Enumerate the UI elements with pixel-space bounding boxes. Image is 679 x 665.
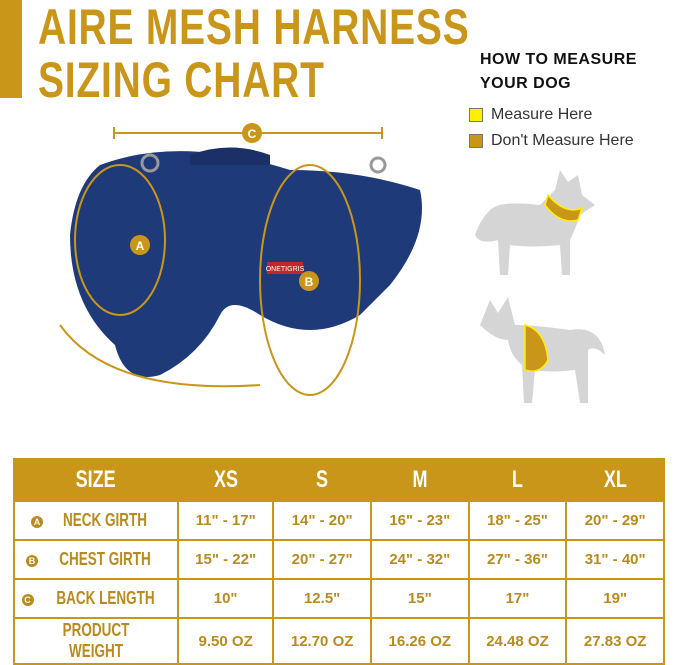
row-label: A NECK GIRTH — [13, 500, 179, 541]
cell: 12.5" — [272, 578, 372, 619]
page-title-line1: AIRE MESH HARNESS — [38, 0, 470, 55]
marker-b: B — [305, 275, 314, 289]
table-row-neck-girth: A NECK GIRTH 11" - 17" 14" - 20" 16" - 23" 1… — [13, 500, 665, 541]
cell: 10" — [176, 578, 275, 619]
brand-tag: ONETIGRIS — [266, 266, 305, 273]
legend-measure-here: Measure Here — [469, 106, 592, 124]
header-size: SIZE — [13, 458, 179, 502]
cell: 31" - 40" — [565, 539, 665, 580]
marker-c: C — [248, 127, 257, 141]
page-title-line2: SIZING CHART — [38, 52, 325, 108]
cell: 24" - 32" — [369, 539, 470, 580]
accent-bar — [0, 0, 22, 98]
cell: 19" — [565, 578, 665, 619]
header-xl: XL — [565, 458, 665, 502]
cell: 15" — [369, 578, 470, 619]
cell: 17" — [467, 578, 568, 619]
sizing-table: SIZE XS S M L XL A NECK GIRTH 11" - 17" 14… — [13, 458, 665, 665]
header-xs: XS — [176, 458, 275, 502]
cell: 14" - 20" — [272, 500, 372, 541]
cell: 27" - 36" — [467, 539, 568, 580]
cell: 20" - 27" — [272, 539, 372, 580]
table-row-product-weight: PRODUCT WEIGHT 9.50 OZ 12.70 OZ 16.26 OZ 24… — [13, 617, 665, 665]
cell: 15" - 22" — [176, 539, 275, 580]
dog-chest-illustration — [480, 297, 605, 403]
harness-image: ONETIGRIS C A B — [59, 123, 422, 396]
cell: 18" - 25" — [467, 500, 568, 541]
header-m: M — [369, 458, 470, 502]
table-row-back-length: C BACK LENGTH 10" 12.5" 15" 17" 19" — [13, 578, 665, 619]
cell: 16" - 23" — [369, 500, 470, 541]
row-label: C BACK LENGTH — [13, 578, 179, 619]
cell: 20" - 29" — [565, 500, 665, 541]
row-label: B CHEST GIRTH — [13, 539, 179, 580]
dog-neck-illustration — [475, 170, 595, 275]
row-label: PRODUCT WEIGHT — [13, 617, 179, 665]
marker-a: A — [136, 239, 145, 253]
how-to-measure-heading: HOW TO MEASURE YOUR DOG — [480, 51, 637, 92]
table-row-chest-girth: B CHEST GIRTH 15" - 22" 20" - 27" 24" - 32"… — [13, 539, 665, 580]
cell: 9.50 OZ — [176, 617, 275, 665]
table-header-row: SIZE XS S M L XL — [13, 458, 665, 502]
legend-dont-measure-here: Don't Measure Here — [469, 132, 634, 150]
cell: 12.70 OZ — [272, 617, 372, 665]
cell: 16.26 OZ — [369, 617, 470, 665]
header-l: L — [467, 458, 568, 502]
header-s: S — [272, 458, 372, 502]
cell: 11" - 17" — [176, 500, 275, 541]
cell: 24.48 OZ — [467, 617, 568, 665]
cell: 27.83 OZ — [565, 617, 665, 665]
